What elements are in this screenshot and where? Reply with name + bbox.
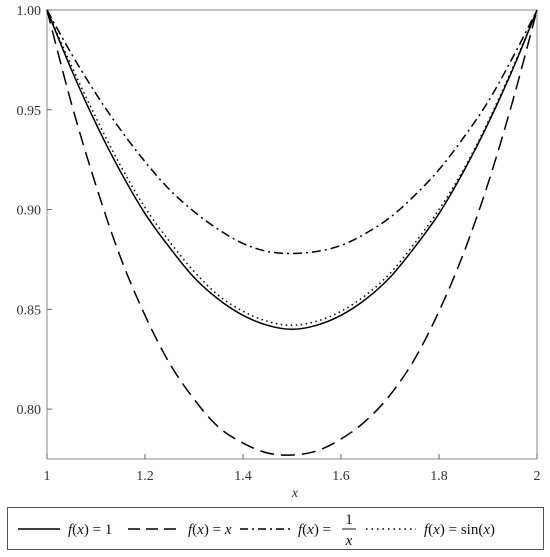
plot-frame <box>46 9 538 460</box>
svg-text:f(x) =: f(x) = <box>298 522 331 538</box>
y-tick-label: 1.00 <box>17 4 42 19</box>
series-line-dashdot <box>46 9 538 255</box>
x-tick-label: 1 <box>44 469 51 484</box>
x-tick-label: 1.6 <box>332 469 350 484</box>
legend-label-f-equals-x: f(x) = x <box>188 522 232 538</box>
y-tick-label: 0.85 <box>17 303 42 318</box>
chart-plot: 1 1.2 1.4 1.6 1.8 2 0.80 0.85 0.90 0.95 1.00 x <box>17 4 541 501</box>
legend-label-f-equals-1: f(x) = 1 <box>68 522 112 538</box>
ticks: 1 1.2 1.4 1.6 1.8 2 0.80 0.85 0.90 0.95 1.00 <box>17 4 541 484</box>
x-tick-label: 1.8 <box>430 469 448 484</box>
y-tick-label: 0.95 <box>17 104 42 119</box>
legend-label-f-equals-sin-x: f(x) = sin(x) <box>424 522 495 538</box>
series-lines <box>46 9 538 456</box>
y-tick-label: 0.90 <box>17 204 42 219</box>
x-tick-label: 2 <box>534 469 541 484</box>
svg-text:1: 1 <box>345 512 353 528</box>
series-line-dashed <box>46 9 538 456</box>
axes <box>46 9 538 460</box>
y-tick-label: 0.80 <box>17 403 42 418</box>
legend-svg: f(x) = 1 f(x) = x f(x) = 1 x f(x) = sin(x) <box>18 512 495 549</box>
legend-label-f-equals-1-over-x: f(x) = 1 x <box>298 512 356 549</box>
x-tick-label: 1.2 <box>136 469 154 484</box>
legend: f(x) = 1 f(x) = x f(x) = 1 x f(x) = sin(x) <box>7 507 544 550</box>
svg-text:x: x <box>345 533 353 549</box>
series-line-solid <box>46 9 538 331</box>
series-line-dotted <box>46 9 538 327</box>
x-tick-label: 1.4 <box>234 469 252 484</box>
x-axis-label: x <box>291 486 299 501</box>
